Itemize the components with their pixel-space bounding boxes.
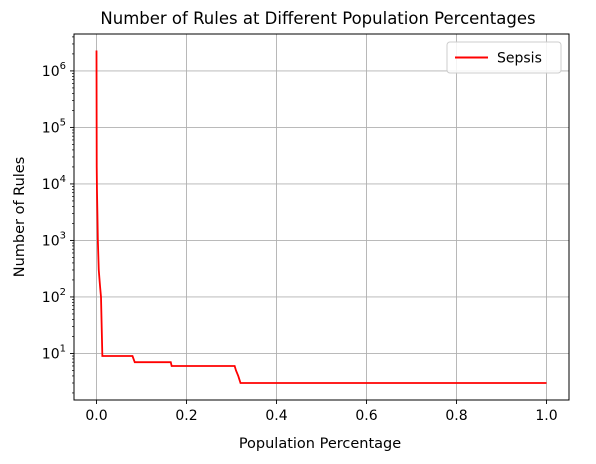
y-tick-label: 101 bbox=[42, 343, 66, 362]
legend-label: Sepsis bbox=[497, 51, 542, 67]
x-tick-label: 0.8 bbox=[445, 408, 467, 424]
legend-box bbox=[446, 41, 562, 74]
grid-layer bbox=[74, 34, 569, 400]
y-axis-label: Number of Rules bbox=[12, 157, 28, 278]
chart-title: Number of Rules at Different Population … bbox=[100, 9, 535, 28]
y-tick-label: 103 bbox=[42, 230, 66, 249]
x-axis-label: Population Percentage bbox=[239, 436, 401, 452]
y-tick-label: 104 bbox=[42, 174, 66, 193]
plot-frame bbox=[73, 33, 570, 401]
x-tick-label: 0.4 bbox=[265, 408, 287, 424]
x-tick-label: 0.6 bbox=[355, 408, 377, 424]
y-ticks: 101 102 103 104 105 106 bbox=[42, 36, 74, 394]
x-tick-label: 0.2 bbox=[175, 408, 197, 424]
legend: Sepsis bbox=[446, 41, 562, 74]
series-layer bbox=[95, 50, 547, 384]
x-ticks: 0.0 0.2 0.4 0.6 0.8 1.0 bbox=[85, 400, 558, 424]
series-line-sepsis bbox=[95, 50, 547, 384]
x-tick-label: 1.0 bbox=[535, 408, 557, 424]
y-tick-label: 105 bbox=[42, 117, 66, 136]
x-tick-label: 0.0 bbox=[85, 408, 107, 424]
y-tick-label: 106 bbox=[42, 61, 66, 80]
y-tick-label: 102 bbox=[42, 287, 66, 306]
